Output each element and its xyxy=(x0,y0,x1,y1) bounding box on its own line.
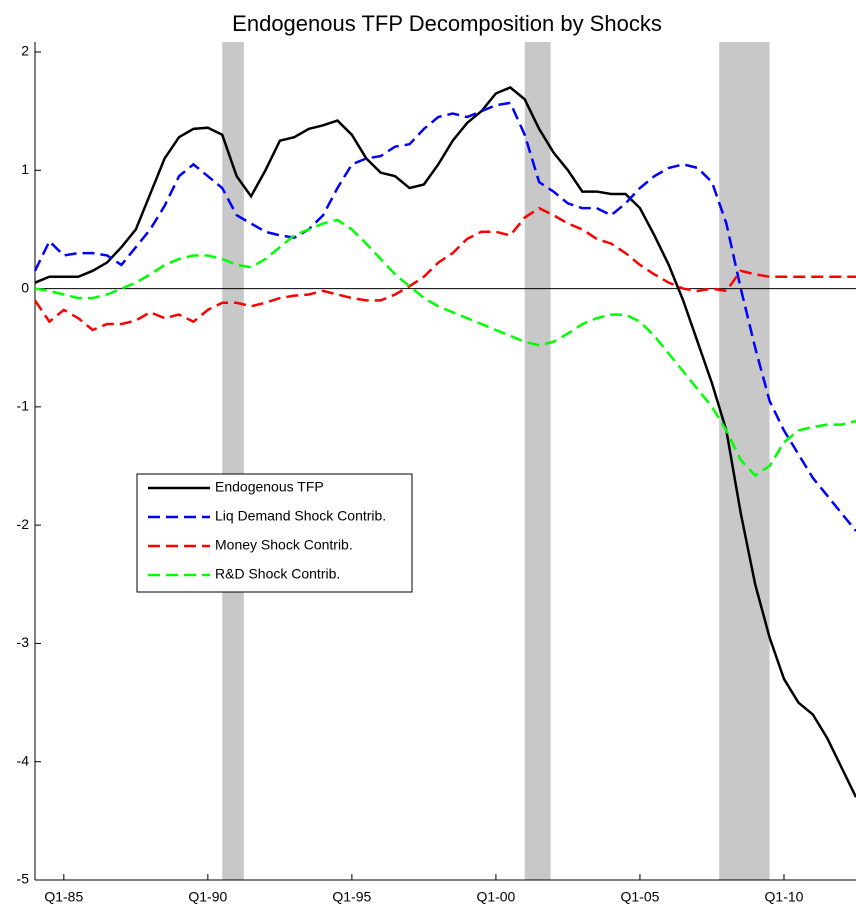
legend-box xyxy=(136,473,413,593)
y-tick-label: -4 xyxy=(17,752,30,768)
shaded-period xyxy=(524,42,551,880)
x-tick-label: Q1-05 xyxy=(620,889,659,905)
series-line xyxy=(34,86,856,798)
y-tick-label: 0 xyxy=(21,279,29,295)
y-tick-label: -5 xyxy=(17,871,30,887)
series-line xyxy=(33,206,856,332)
legend: Endogenous TFP Liq Demand Shock Contrib. M… xyxy=(136,473,413,593)
legend-label: Endogenous TFP xyxy=(215,479,324,495)
x-tick-label: Q1-85 xyxy=(44,889,83,905)
x-tick-label: Q1-95 xyxy=(332,889,371,905)
chart-title: Endogenous TFP Decomposition by Shocks xyxy=(232,11,662,36)
legend-label: Money Shock Contrib. xyxy=(215,537,353,553)
series-line xyxy=(34,218,856,478)
x-tick-label: Q1-10 xyxy=(765,889,804,905)
series-line xyxy=(33,101,856,532)
x-tick-label: Q1-90 xyxy=(188,889,227,905)
shaded-period xyxy=(222,42,244,880)
y-tick-label: -3 xyxy=(17,634,30,650)
legend-label: R&D Shock Contrib. xyxy=(215,566,340,582)
y-tick-label: 1 xyxy=(21,161,29,177)
y-tick-label: -1 xyxy=(17,398,30,414)
x-tick-label: Q1-00 xyxy=(476,889,515,905)
legend-label: Liq Demand Shock Contrib. xyxy=(215,508,386,524)
y-tick-label: -2 xyxy=(17,516,30,532)
shaded-period xyxy=(719,42,770,880)
y-tick-label: 2 xyxy=(21,43,29,59)
